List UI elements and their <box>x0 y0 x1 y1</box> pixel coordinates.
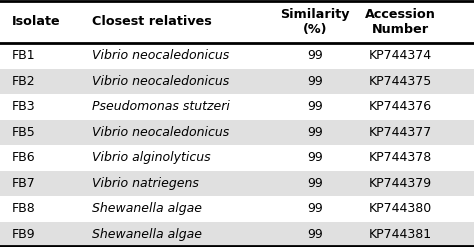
Text: Isolate: Isolate <box>12 15 61 28</box>
Text: Vibrio neocaledonicus: Vibrio neocaledonicus <box>92 49 230 62</box>
Text: KP744379: KP744379 <box>369 177 432 190</box>
Bar <box>0 69 474 94</box>
Text: KP744377: KP744377 <box>369 126 432 139</box>
Text: Similarity
(%): Similarity (%) <box>281 8 350 36</box>
Text: FB6: FB6 <box>12 151 36 164</box>
Text: FB5: FB5 <box>12 126 36 139</box>
Text: Vibrio neocaledonicus: Vibrio neocaledonicus <box>92 75 230 88</box>
Bar <box>0 120 474 145</box>
Text: 99: 99 <box>307 151 323 164</box>
Text: KP744378: KP744378 <box>369 151 432 164</box>
Text: Pseudomonas stutzeri: Pseudomonas stutzeri <box>92 100 230 113</box>
Bar <box>0 43 474 69</box>
Text: 99: 99 <box>307 177 323 190</box>
Text: 99: 99 <box>307 49 323 62</box>
Bar <box>0 196 474 222</box>
Text: KP744381: KP744381 <box>369 228 432 241</box>
Bar <box>0 145 474 171</box>
Text: 99: 99 <box>307 228 323 241</box>
Text: Accession
Number: Accession Number <box>365 8 436 36</box>
Text: 99: 99 <box>307 126 323 139</box>
Text: FB3: FB3 <box>12 100 36 113</box>
Text: KP744375: KP744375 <box>369 75 432 88</box>
Text: Closest relatives: Closest relatives <box>92 15 212 28</box>
Text: Vibrio alginolyticus: Vibrio alginolyticus <box>92 151 211 164</box>
Text: Vibrio natriegens: Vibrio natriegens <box>92 177 199 190</box>
Text: Vibrio neocaledonicus: Vibrio neocaledonicus <box>92 126 230 139</box>
Text: 99: 99 <box>307 202 323 215</box>
Text: KP744376: KP744376 <box>369 100 432 113</box>
Text: 99: 99 <box>307 75 323 88</box>
Text: Shewanella algae: Shewanella algae <box>92 202 202 215</box>
Bar <box>0 171 474 196</box>
Text: FB2: FB2 <box>12 75 36 88</box>
Text: FB7: FB7 <box>12 177 36 190</box>
Bar <box>0 94 474 120</box>
Text: KP744380: KP744380 <box>369 202 432 215</box>
Text: FB9: FB9 <box>12 228 36 241</box>
Text: FB1: FB1 <box>12 49 36 62</box>
Text: 99: 99 <box>307 100 323 113</box>
Bar <box>0 222 474 247</box>
Text: FB8: FB8 <box>12 202 36 215</box>
Text: Shewanella algae: Shewanella algae <box>92 228 202 241</box>
Text: KP744374: KP744374 <box>369 49 432 62</box>
